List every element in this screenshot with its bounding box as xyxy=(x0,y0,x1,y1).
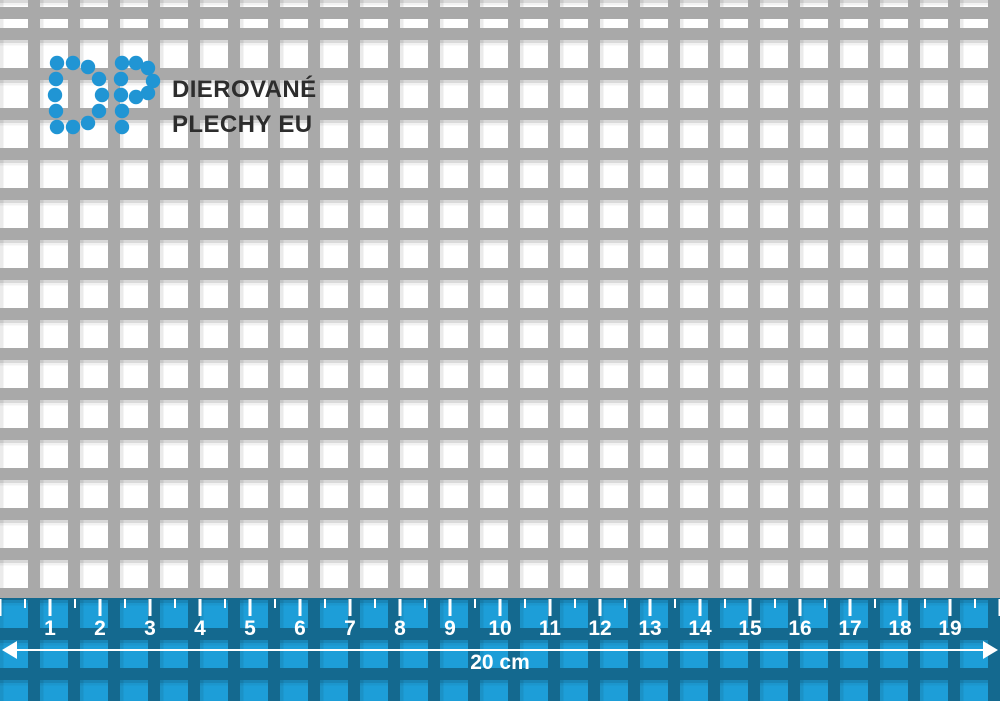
measure-total-label: 20 cm xyxy=(470,651,530,674)
ruler-number: 11 xyxy=(538,617,562,640)
ruler-tick xyxy=(648,599,652,616)
ruler-number: 15 xyxy=(738,617,762,640)
ruler-tick xyxy=(824,599,826,608)
arrow-right-icon xyxy=(983,641,998,659)
ruler-tick xyxy=(748,599,752,616)
ruler-tick xyxy=(348,599,352,616)
ruler-tick xyxy=(774,599,776,608)
ruler-tick xyxy=(848,599,852,616)
ruler-number: 10 xyxy=(488,617,512,640)
ruler-number: 7 xyxy=(344,617,356,640)
brand-block: DIEROVANÉ PLECHY EU xyxy=(172,72,317,142)
ruler-number: 13 xyxy=(638,617,662,640)
ruler-tick xyxy=(998,599,1000,616)
ruler-tick xyxy=(798,599,802,616)
arrow-left-icon xyxy=(2,641,17,659)
ruler-tick xyxy=(624,599,626,608)
measure-arrow-line xyxy=(14,649,986,651)
ruler-number: 6 xyxy=(294,617,306,640)
ruler-tick xyxy=(48,599,52,616)
brand-line-2: PLECHY EU xyxy=(172,111,313,138)
ruler-tick xyxy=(974,599,976,608)
ruler-tick xyxy=(74,599,76,608)
ruler-tick xyxy=(274,599,276,608)
ruler-tick xyxy=(574,599,576,608)
ruler-number: 17 xyxy=(838,617,862,640)
ruler-tick xyxy=(398,599,402,616)
ruler-tick xyxy=(324,599,326,608)
ruler-tick xyxy=(448,599,452,616)
ruler-tick xyxy=(424,599,426,608)
ruler-tick xyxy=(948,599,952,616)
ruler-number: 2 xyxy=(94,617,106,640)
ruler-number: 12 xyxy=(588,617,612,640)
ruler-tick xyxy=(698,599,702,616)
ruler-tick xyxy=(0,599,2,616)
ruler-number: 14 xyxy=(688,617,712,640)
brand-line-1: DIEROVANÉ xyxy=(172,76,317,103)
ruler-number: 16 xyxy=(788,617,812,640)
ruler-tick xyxy=(598,599,602,616)
ruler-tick xyxy=(498,599,502,616)
ruler-tick xyxy=(298,599,302,616)
ruler-tick xyxy=(174,599,176,608)
ruler-tick xyxy=(674,599,676,608)
ruler-tick xyxy=(924,599,926,608)
ruler-tick xyxy=(874,599,876,608)
ruler-tick xyxy=(198,599,202,616)
ruler-number: 1 xyxy=(44,617,56,640)
ruler-tick xyxy=(724,599,726,608)
ruler-tick xyxy=(548,599,552,616)
ruler-number: 4 xyxy=(194,617,206,640)
ruler-number: 3 xyxy=(144,617,156,640)
ruler-number: 19 xyxy=(938,617,962,640)
ruler-tick xyxy=(248,599,252,616)
ruler-number: 18 xyxy=(888,617,912,640)
ruler-tick xyxy=(124,599,126,608)
ruler-number: 9 xyxy=(444,617,456,640)
ruler-tick xyxy=(148,599,152,616)
ruler-tick xyxy=(98,599,102,616)
ruler-tick xyxy=(374,599,376,608)
ruler-tick xyxy=(474,599,476,608)
ruler-number: 8 xyxy=(394,617,406,640)
ruler-tick xyxy=(224,599,226,608)
ruler-tick xyxy=(524,599,526,608)
ruler-tick xyxy=(898,599,902,616)
ruler-tick xyxy=(24,599,26,608)
ruler-number: 5 xyxy=(244,617,256,640)
